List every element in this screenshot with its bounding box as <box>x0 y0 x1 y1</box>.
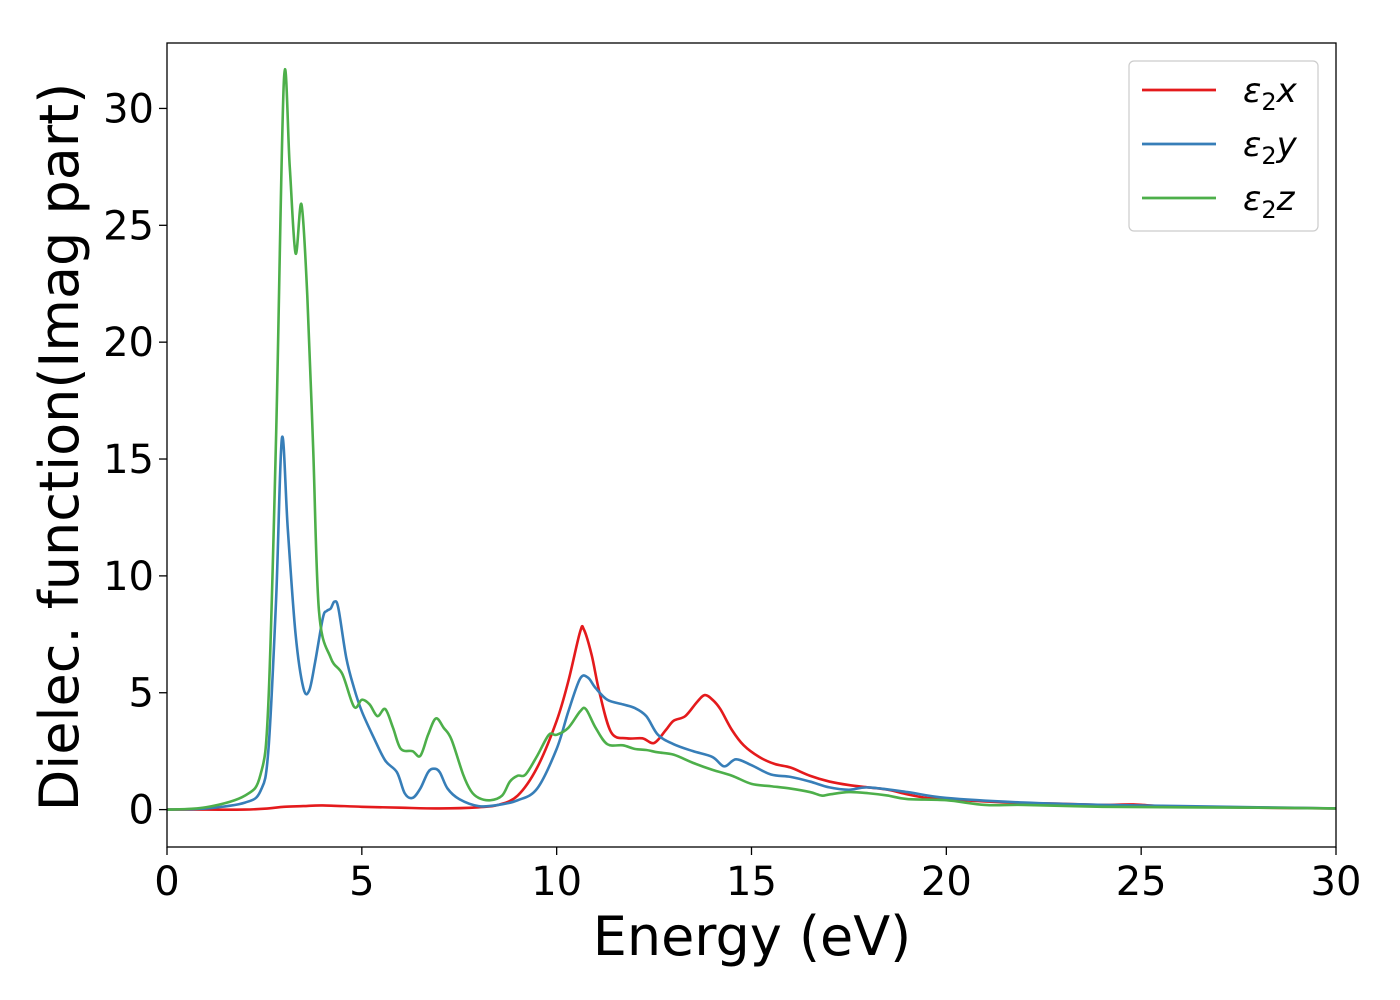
y-tick-label: 5 <box>129 671 154 717</box>
legend: ε2x ε2y ε2z <box>1128 60 1319 232</box>
x-tick-label: 20 <box>921 859 972 905</box>
y-tick-label: 30 <box>103 86 154 132</box>
y-tick-label: 0 <box>129 788 154 834</box>
y-tick-label: 20 <box>103 320 154 366</box>
y-tick-label: 15 <box>103 437 154 483</box>
legend-entry-z: ε2z <box>1243 179 1296 224</box>
series-line-y <box>167 435 1336 811</box>
legend-entry-y: ε2y <box>1243 125 1298 170</box>
y-tick-label: 10 <box>103 554 154 600</box>
axes-layer: 0 5 10 15 20 25 30 0 5 10 15 20 25 30 <box>103 42 1362 905</box>
x-tick-label: 30 <box>1311 859 1362 905</box>
x-tick-label: 0 <box>154 859 179 905</box>
x-tick-label: 15 <box>726 859 777 905</box>
series-line-z <box>167 68 1336 811</box>
y-tick-label: 25 <box>103 203 154 249</box>
x-tick-label: 10 <box>531 859 582 905</box>
x-axis-label: Energy (eV) <box>593 905 912 968</box>
legend-box <box>1128 60 1319 232</box>
x-tick-label: 5 <box>349 859 374 905</box>
y-axis-label: Dielec. function(Imag part) <box>28 83 91 812</box>
x-tick-label: 25 <box>1116 859 1167 905</box>
series-layer <box>167 68 1336 811</box>
legend-entry-x: ε2x <box>1243 71 1298 116</box>
